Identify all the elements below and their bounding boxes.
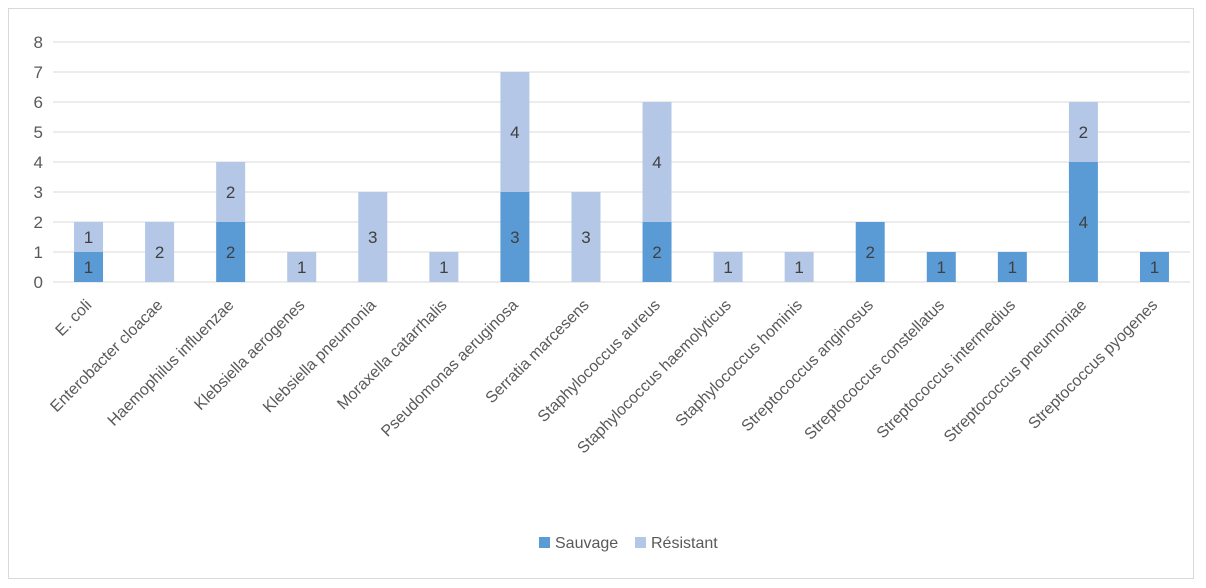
data-label: 4 xyxy=(510,123,519,142)
bar-sauvage xyxy=(855,222,885,282)
y-tick-label: 1 xyxy=(34,243,43,262)
legend-swatch-sauvage xyxy=(539,537,550,548)
x-tick-label: Streptococcus pneumoniae xyxy=(941,297,1090,446)
data-label: 2 xyxy=(226,243,235,262)
x-tick-label: Streptococcus pyogenes xyxy=(1025,297,1161,433)
data-label: 2 xyxy=(652,243,661,262)
bar-sauvage xyxy=(74,252,104,282)
y-tick-label: 0 xyxy=(34,273,43,292)
data-label: 2 xyxy=(865,243,874,262)
data-label: 2 xyxy=(155,243,164,262)
data-label: 1 xyxy=(84,258,93,277)
legend: Sauvage Résistant xyxy=(539,535,718,552)
bar-resistant xyxy=(571,192,601,282)
data-label: 3 xyxy=(368,228,377,247)
y-tick-label: 8 xyxy=(34,33,43,52)
legend-swatch-resistant xyxy=(635,537,646,548)
data-label: 1 xyxy=(1150,258,1159,277)
data-label: 4 xyxy=(1079,213,1088,232)
bar-sauvage xyxy=(1068,162,1098,282)
bar-sauvage xyxy=(997,252,1027,282)
bar-resistant xyxy=(287,252,317,282)
data-label: 1 xyxy=(297,258,306,277)
data-label: 4 xyxy=(652,153,661,172)
x-tick-label: Staphylococcus haemolyticus xyxy=(574,297,734,457)
bar-sauvage xyxy=(500,192,530,282)
data-label: 1 xyxy=(937,258,946,277)
y-tick-label: 2 xyxy=(34,213,43,232)
data-label: 1 xyxy=(1008,258,1017,277)
data-label: 1 xyxy=(84,228,93,247)
bar-resistant xyxy=(74,222,104,252)
bar-sauvage xyxy=(1139,252,1169,282)
data-label: 1 xyxy=(794,258,803,277)
legend-label: Sauvage xyxy=(555,535,618,552)
data-labels: 1 1 2 2 2 1 3 1 3 4 3 2 4 1 1 2 1 1 4 2 1 xyxy=(84,123,1159,277)
x-tick-label: Staphylococcus aureus xyxy=(535,297,664,426)
x-tick-label: E. coli xyxy=(53,297,96,340)
y-tick-label: 7 xyxy=(34,63,43,82)
data-label: 1 xyxy=(439,258,448,277)
bar-sauvage xyxy=(642,222,672,282)
y-axis-ticks: 0 1 2 3 4 5 6 7 8 xyxy=(34,33,43,292)
y-tick-label: 5 xyxy=(34,123,43,142)
stacked-bar-chart: 0 1 2 3 4 5 6 7 8 1 1 2 2 2 1 3 1 3 4 3 2 4 1 1 2 1 1 4 2 1 E. coliE… xyxy=(34,33,1190,552)
bar-resistant xyxy=(784,252,814,282)
data-label: 3 xyxy=(510,228,519,247)
bar-resistant xyxy=(642,102,672,222)
y-tick-label: 4 xyxy=(34,153,43,172)
legend-label: Résistant xyxy=(651,535,718,552)
y-tick-label: 6 xyxy=(34,93,43,112)
bars xyxy=(74,72,1169,282)
y-tick-label: 3 xyxy=(34,183,43,202)
data-label: 3 xyxy=(581,228,590,247)
data-label: 2 xyxy=(1079,123,1088,142)
bar-resistant xyxy=(500,72,530,192)
bar-resistant xyxy=(429,252,459,282)
bar-resistant xyxy=(1068,102,1098,162)
x-tick-label: Streptococcus anginosus xyxy=(739,297,877,435)
x-tick-label: Streptococcus intermedius xyxy=(874,297,1019,442)
bar-resistant xyxy=(145,222,175,282)
x-tick-label: Pseudomonas aeruginosa xyxy=(378,297,522,441)
bar-sauvage xyxy=(216,222,246,282)
x-tick-label: Haemophilus influenzae xyxy=(105,297,238,430)
data-label: 2 xyxy=(226,183,235,202)
data-label: 1 xyxy=(723,258,732,277)
bar-resistant xyxy=(358,192,388,282)
x-tick-label: Staphylococcus hominis xyxy=(673,297,806,430)
x-tick-label: Streptococcus constellatus xyxy=(802,297,949,444)
bar-resistant xyxy=(713,252,743,282)
bar-resistant xyxy=(216,162,246,222)
chart-area: 0 1 2 3 4 5 6 7 8 1 1 2 2 2 1 3 1 3 4 3 2 4 1 1 2 1 1 4 2 1 E. coli E… xyxy=(8,8,1194,579)
bar-sauvage xyxy=(926,252,956,282)
